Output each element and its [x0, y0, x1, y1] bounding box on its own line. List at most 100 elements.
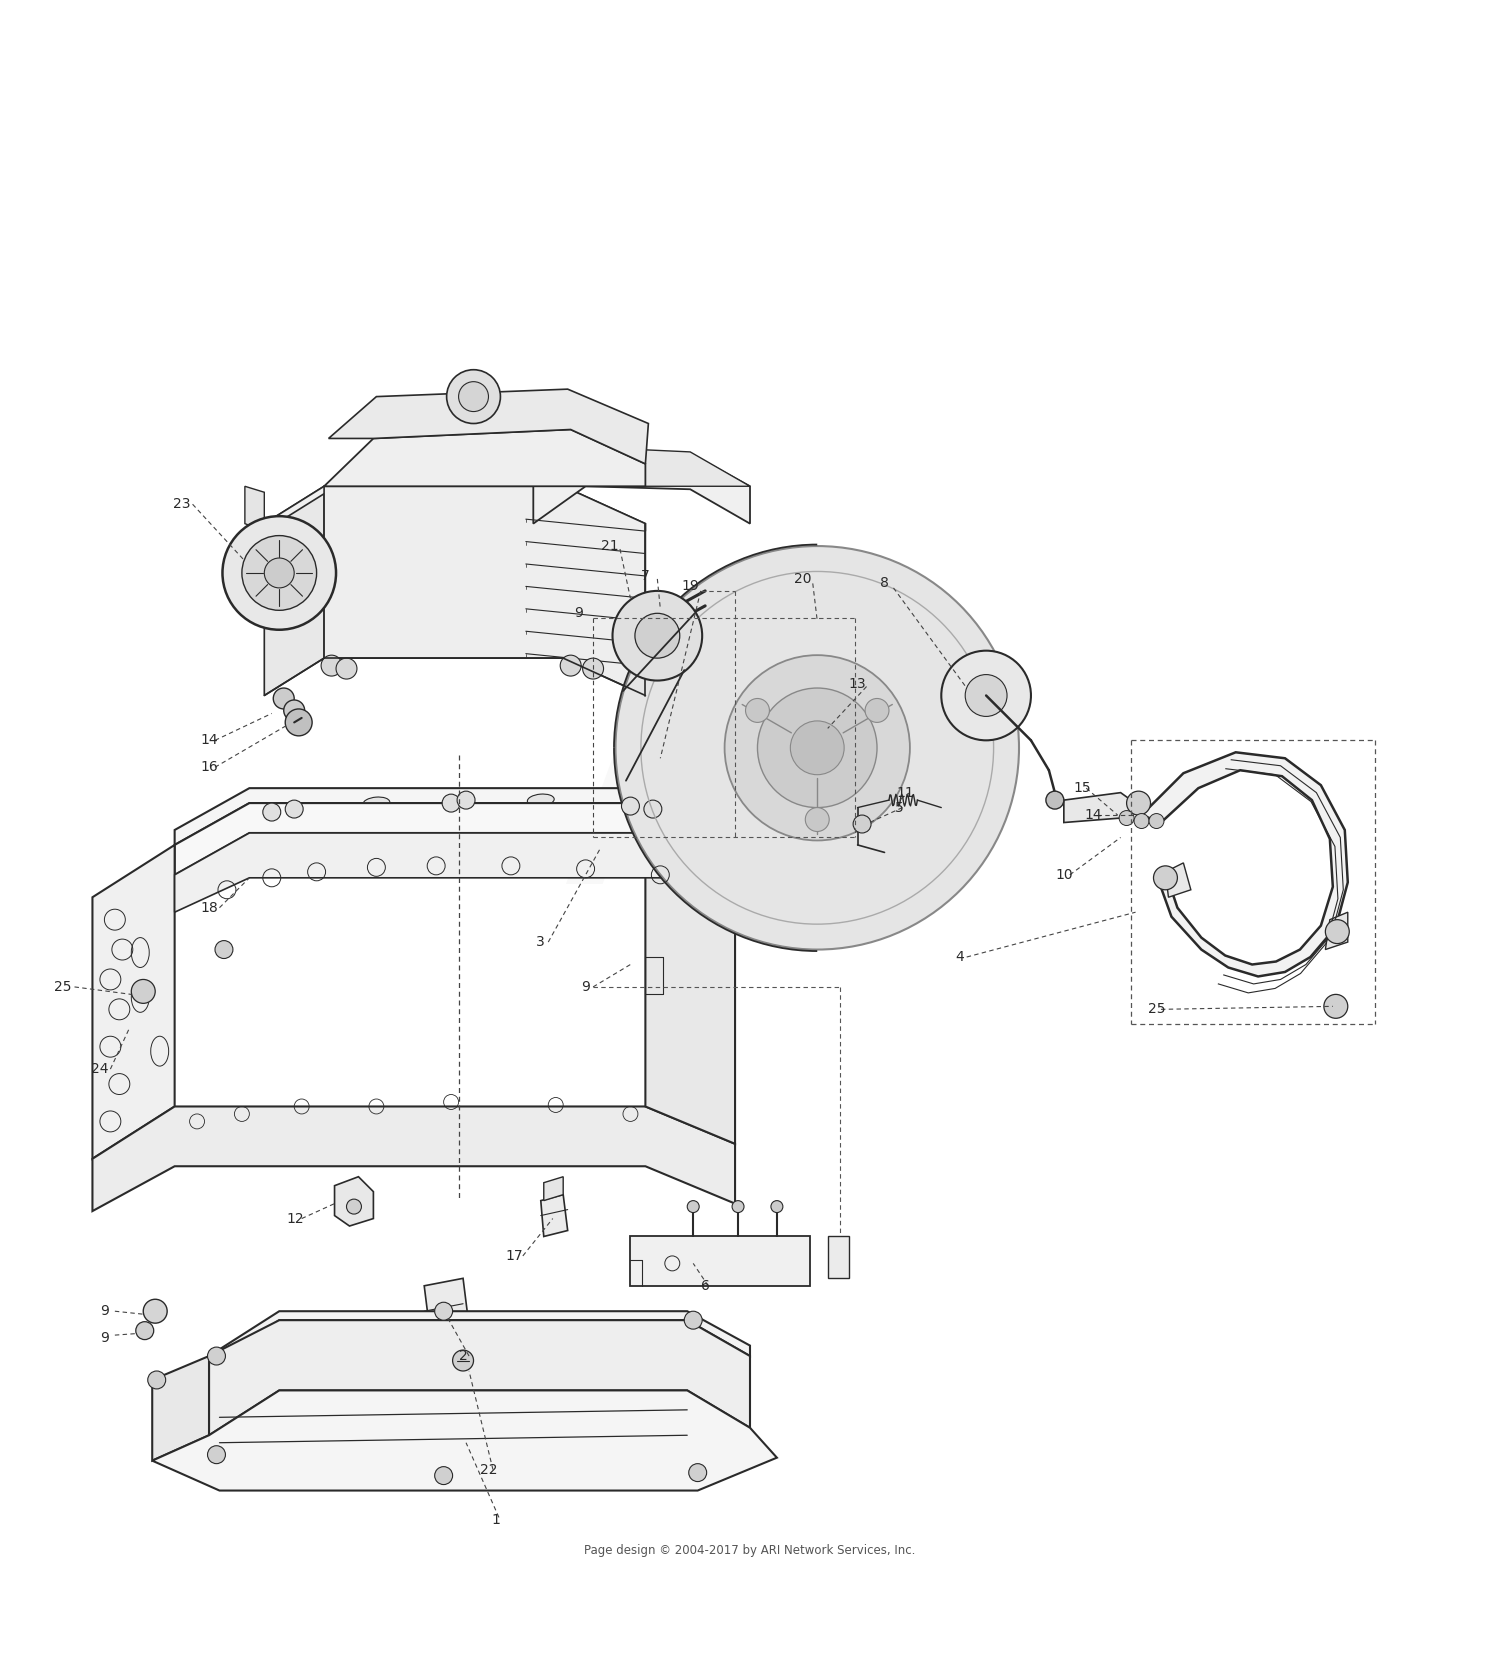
Circle shape: [746, 699, 770, 722]
Polygon shape: [334, 1177, 374, 1227]
Polygon shape: [538, 448, 750, 486]
Circle shape: [447, 370, 501, 423]
Text: 14: 14: [1084, 808, 1102, 822]
Circle shape: [435, 1467, 453, 1484]
Text: 12: 12: [286, 1212, 304, 1225]
Text: 13: 13: [849, 677, 867, 691]
Polygon shape: [645, 833, 735, 1144]
Circle shape: [321, 656, 342, 676]
Circle shape: [264, 558, 294, 588]
Circle shape: [1134, 813, 1149, 828]
Polygon shape: [174, 803, 810, 878]
Circle shape: [207, 1446, 225, 1464]
Text: 2: 2: [459, 1350, 468, 1363]
Circle shape: [207, 1346, 225, 1365]
Text: 21: 21: [600, 540, 618, 553]
Polygon shape: [152, 1391, 777, 1491]
Polygon shape: [544, 1177, 562, 1200]
Circle shape: [132, 979, 154, 1003]
Circle shape: [621, 797, 639, 815]
Circle shape: [634, 613, 680, 657]
Text: 23: 23: [174, 498, 190, 511]
Text: 25: 25: [1148, 1003, 1166, 1016]
Polygon shape: [828, 1237, 849, 1278]
Circle shape: [1154, 867, 1178, 890]
Circle shape: [806, 807, 830, 832]
Circle shape: [1324, 994, 1348, 1018]
Polygon shape: [1142, 752, 1348, 976]
Text: 9: 9: [100, 1331, 109, 1345]
Ellipse shape: [363, 797, 390, 808]
Circle shape: [222, 516, 336, 629]
Circle shape: [336, 657, 357, 679]
Polygon shape: [1166, 863, 1191, 898]
Circle shape: [771, 1200, 783, 1212]
Circle shape: [136, 1321, 153, 1340]
Circle shape: [732, 1200, 744, 1212]
Polygon shape: [152, 1356, 208, 1461]
Circle shape: [262, 803, 280, 822]
Circle shape: [615, 546, 1019, 950]
Ellipse shape: [528, 793, 554, 807]
Circle shape: [346, 1199, 362, 1213]
Circle shape: [644, 800, 662, 818]
Circle shape: [453, 1350, 474, 1371]
Text: 22: 22: [480, 1462, 496, 1477]
Circle shape: [758, 687, 878, 807]
Circle shape: [865, 699, 889, 722]
Circle shape: [458, 792, 476, 808]
Circle shape: [1126, 792, 1150, 815]
Text: 11: 11: [897, 785, 915, 800]
Circle shape: [688, 1464, 706, 1482]
Text: 17: 17: [506, 1248, 522, 1263]
Circle shape: [687, 1200, 699, 1212]
Polygon shape: [324, 486, 645, 696]
Text: 20: 20: [794, 573, 812, 586]
Polygon shape: [534, 448, 750, 523]
Circle shape: [560, 656, 580, 676]
Polygon shape: [244, 538, 264, 613]
Polygon shape: [630, 1237, 810, 1286]
Text: ARI: ARI: [564, 735, 936, 925]
Text: 15: 15: [1072, 782, 1090, 795]
Polygon shape: [174, 788, 810, 863]
Text: Page design © 2004-2017 by ARI Network Services, Inc.: Page design © 2004-2017 by ARI Network S…: [585, 1544, 915, 1557]
Circle shape: [1046, 792, 1064, 808]
Polygon shape: [264, 486, 645, 531]
Polygon shape: [1326, 913, 1348, 950]
Text: 18: 18: [200, 901, 217, 915]
Circle shape: [942, 651, 1030, 740]
Text: 14: 14: [200, 734, 217, 747]
Text: 5: 5: [896, 800, 904, 815]
Circle shape: [285, 800, 303, 818]
Circle shape: [1326, 920, 1350, 943]
Circle shape: [285, 709, 312, 735]
Text: 4: 4: [956, 950, 963, 964]
Polygon shape: [244, 486, 264, 531]
Text: 1: 1: [492, 1514, 501, 1527]
Polygon shape: [209, 1320, 750, 1436]
Circle shape: [435, 1301, 453, 1320]
Text: 3: 3: [537, 935, 544, 950]
Polygon shape: [324, 430, 645, 486]
Text: 6: 6: [700, 1278, 709, 1293]
Polygon shape: [209, 1311, 750, 1365]
Circle shape: [214, 941, 232, 958]
Circle shape: [790, 720, 844, 775]
Circle shape: [1119, 810, 1134, 825]
Text: 9: 9: [100, 1305, 109, 1318]
Circle shape: [612, 591, 702, 681]
Polygon shape: [424, 1278, 470, 1333]
Polygon shape: [264, 486, 324, 696]
Circle shape: [724, 656, 910, 840]
Polygon shape: [328, 388, 648, 463]
Circle shape: [582, 657, 603, 679]
Polygon shape: [93, 845, 174, 1159]
Circle shape: [964, 674, 1006, 717]
Polygon shape: [93, 1107, 735, 1212]
Circle shape: [147, 1371, 165, 1389]
Circle shape: [853, 815, 871, 833]
Circle shape: [684, 1311, 702, 1330]
Circle shape: [284, 701, 304, 720]
Circle shape: [273, 687, 294, 709]
